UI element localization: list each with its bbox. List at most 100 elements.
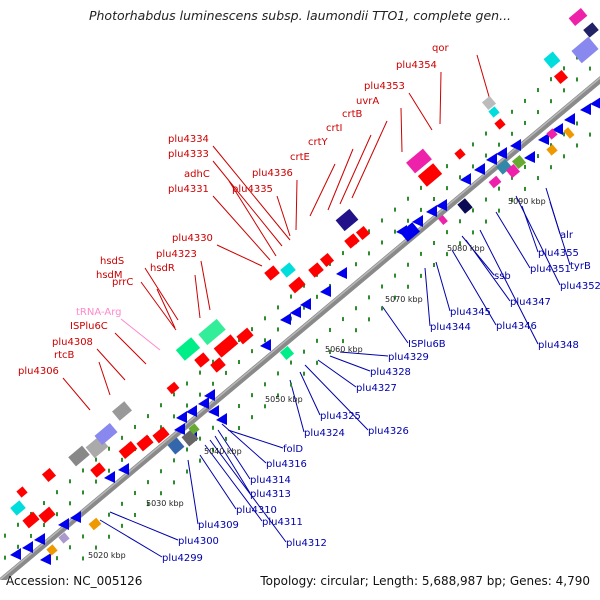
- ruler-dot: [82, 534, 84, 539]
- ruler-dot: [524, 164, 526, 169]
- ruler-dot: [485, 153, 487, 158]
- ruler-dot: [407, 284, 409, 289]
- ruler-dot: [433, 241, 435, 246]
- ruler-dot: [394, 229, 396, 234]
- gene-feature: [590, 97, 600, 109]
- ruler-dot: [186, 447, 188, 452]
- ruler-dot: [511, 109, 513, 114]
- ruler-dot: [459, 241, 461, 246]
- gene-label-reverse: plu4324: [304, 428, 345, 439]
- gene-label-reverse: plu4327: [356, 383, 397, 394]
- gene-feature: [10, 548, 21, 560]
- callout-line: [194, 274, 201, 319]
- gene-feature: [280, 313, 291, 325]
- ruler-dot: [407, 262, 409, 267]
- ruler-dot: [381, 306, 383, 311]
- gene-label-forward: prrC: [112, 277, 133, 288]
- gene-feature: [412, 215, 423, 227]
- gene-label-reverse: plu4351: [530, 264, 571, 275]
- ruler-dot: [212, 381, 214, 386]
- gene-feature: [186, 405, 197, 417]
- gene-label-forward: plu4333: [168, 149, 209, 160]
- gene-label-reverse: plu4347: [510, 297, 551, 308]
- gene-feature: [94, 422, 118, 446]
- gene-label-reverse: plu4355: [538, 248, 579, 259]
- ruler-dot: [264, 316, 266, 321]
- callout-line: [351, 120, 388, 199]
- ruler-dot: [381, 218, 383, 223]
- gene-feature: [344, 233, 360, 249]
- gene-feature: [167, 437, 185, 455]
- gene-feature: [280, 262, 296, 278]
- ruler-dot: [121, 457, 123, 462]
- gene-feature: [112, 401, 132, 421]
- ruler-dot: [238, 426, 240, 431]
- gene-feature: [454, 148, 466, 160]
- gene-feature: [194, 352, 210, 368]
- ruler-dot: [446, 186, 448, 191]
- gene-feature: [564, 113, 575, 125]
- gene-label-forward: hsdR: [150, 263, 175, 274]
- callout-line: [228, 180, 277, 257]
- callout-line: [299, 371, 321, 416]
- gene-feature: [336, 267, 347, 279]
- ruler-dot: [498, 208, 500, 213]
- gene-feature: [486, 153, 497, 165]
- gene-label-reverse: ISPlu6B: [408, 339, 446, 350]
- ruler-dot: [550, 165, 552, 170]
- callout-line: [140, 281, 177, 331]
- callout-line: [304, 364, 369, 431]
- gene-label-forward: plu4354: [396, 60, 437, 71]
- ruler-dot: [134, 490, 136, 495]
- callout-line: [214, 435, 251, 494]
- ruler-dot: [277, 371, 279, 376]
- ruler-dot: [264, 338, 266, 343]
- gene-feature: [166, 381, 180, 395]
- gene-feature: [496, 147, 507, 159]
- ruler-dot: [199, 436, 201, 441]
- gene-feature: [546, 144, 558, 156]
- ruler-dot: [56, 556, 58, 561]
- ruler-dot: [368, 251, 370, 256]
- gene-feature: [236, 327, 254, 345]
- gene-feature: [563, 127, 575, 139]
- gene-feature: [510, 139, 521, 151]
- ruler-dot: [537, 154, 539, 159]
- gene-feature: [494, 118, 506, 130]
- ruler-dot: [251, 393, 253, 398]
- gene-feature: [538, 133, 549, 145]
- gene-feature: [571, 36, 599, 64]
- callout-line: [435, 261, 451, 312]
- ruler-labels: 5020 kbp 5030 kbp 5040 kbp 5050 kbp 5060 kbp…: [88, 197, 546, 560]
- gene-label-reverse: alr: [560, 230, 574, 241]
- callout-line: [549, 201, 571, 266]
- gene-feature: [188, 423, 200, 435]
- ruler-dot: [511, 175, 513, 180]
- ruler-dot: [368, 317, 370, 322]
- ruler-dot: [56, 512, 58, 517]
- gene-feature: [174, 423, 185, 435]
- ruler-dot: [589, 132, 591, 137]
- ruler-dot: [173, 458, 175, 463]
- ruler-dot: [407, 218, 409, 223]
- gene-feature: [505, 163, 521, 179]
- ruler-dot: [576, 77, 578, 82]
- ruler-dot: [199, 392, 201, 397]
- gene-feature: [524, 151, 535, 163]
- ruler-dot: [173, 414, 175, 419]
- callout-line: [339, 351, 389, 357]
- gene-feature: [68, 445, 90, 467]
- gene-label-forward: adhC: [184, 169, 210, 180]
- ruler-dot: [186, 469, 188, 474]
- callout-line: [339, 134, 372, 205]
- callout-line: [309, 163, 336, 217]
- ruler-tick-label: 5040 kbp: [204, 447, 242, 456]
- callout-line: [317, 359, 357, 388]
- ruler-dot: [251, 327, 253, 332]
- ruler-dot: [264, 404, 266, 409]
- callout-line: [204, 444, 263, 522]
- gene-feature: [457, 198, 473, 214]
- gene-label-forward: ISPlu6C: [70, 321, 108, 332]
- gene-label-reverse: plu4312: [286, 538, 327, 549]
- gene-feature: [16, 486, 28, 498]
